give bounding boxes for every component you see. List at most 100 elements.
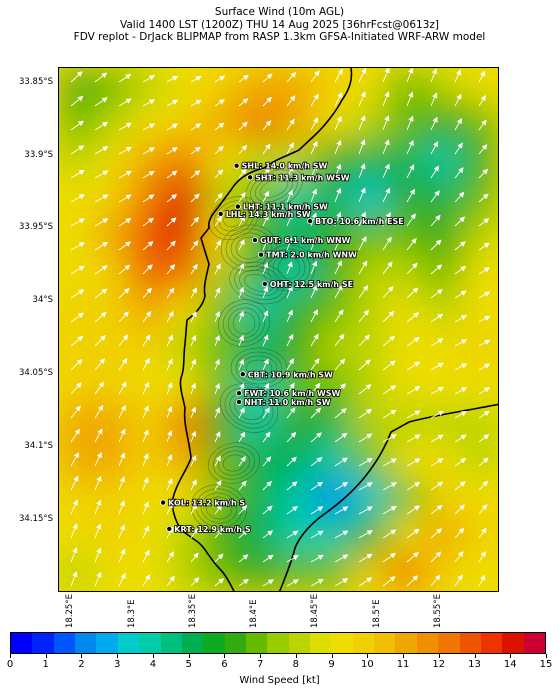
station-krt[interactable]: KRT: 12.9 km/h S [166,524,252,535]
colorbar-tick-label: 10 [360,659,374,670]
field-cell [130,403,172,445]
field-cell [277,141,319,183]
wind-vector-head [193,216,200,223]
field-cell [351,253,392,295]
station-marker[interactable] [160,499,167,506]
wind-vector-head [336,115,342,123]
field-cell [387,253,429,295]
wind-vector-head [241,505,248,511]
colorbar-tick [10,654,11,658]
wind-vector-head [408,115,414,122]
latitude-tick-label: 34°S [32,295,53,306]
wind-vector-head [480,551,486,558]
latitude-tick-label: 34.05°S [19,368,53,379]
wind-vector-head [192,240,199,247]
station-marker[interactable] [239,371,246,378]
station-shl[interactable]: SHL: 14.0 km/h SW [233,161,328,172]
colorbar-segment [117,633,140,653]
wind-vector-head [78,242,85,248]
station-marker[interactable] [234,203,241,210]
station-marker[interactable] [217,210,224,217]
longitude-tick-label: 18.25°E [65,594,76,628]
wind-vector-head [481,144,488,151]
station-kol[interactable]: KOL: 13.2 km/h S [160,498,246,508]
station-cbt[interactable]: CBT: 10.9 km/h SW [239,369,334,380]
wind-vector-head [167,454,173,461]
wind-vector-head [168,334,173,341]
wind-vector-head [434,574,441,581]
colorbar-tick [295,654,297,658]
wind-vector-head [435,239,442,246]
colorbar-tick [403,654,405,658]
station-gut[interactable]: GUT: 6.1 km/h WNW [251,235,351,246]
station-tmt[interactable]: TMT: 2.0 km/h WNW [258,250,358,260]
field-cell [277,178,319,220]
wind-vector-head [125,194,132,200]
wind-vector-head [265,120,272,127]
wind-vector-head [390,409,397,415]
station-marker[interactable] [247,174,254,181]
station-marker[interactable] [307,218,314,225]
wind-vector-head [384,163,390,170]
wind-vector-head [384,91,390,98]
station-marker[interactable] [166,525,173,532]
wind-vector-head [460,290,467,296]
wind-map-panel[interactable]: SHL: 14.0 km/h SW SHT: 11.3 km/h WSW LHT: … [58,67,499,592]
field-cell [424,103,466,145]
wind-vector-head [317,506,324,512]
wind-vector-head [360,211,366,218]
station-lhl[interactable]: LHL: 14.3 km/h SW [217,209,312,220]
wind-vector-head [218,122,225,129]
field-cell [204,68,245,108]
wind-vector-head [167,358,173,365]
field-cell [59,216,98,258]
field-cell [59,291,98,333]
station-marker[interactable] [236,390,243,397]
wind-vector-head [336,139,342,146]
station-oht[interactable]: OHT: 12.5 km/h SE [261,279,354,290]
field-cell [240,553,282,591]
wind-vector-head [191,358,197,365]
station-lht[interactable]: LHT: 11.1 km/h SW [234,202,329,212]
wind-vector-head [336,260,342,267]
station-marker[interactable] [251,237,258,244]
wind-vector-head [312,309,318,316]
wind-vector-head [437,458,444,464]
wind-vector-head [287,261,293,268]
station-sht[interactable]: SHT: 11.3 km/h WSW [247,173,351,183]
wind-vector-head [460,314,467,321]
field-cell [387,68,429,108]
wind-speed-field [59,68,498,591]
latitude-tick-label: 34.15°S [19,514,53,525]
station-marker[interactable] [258,251,265,258]
wind-vector-head [242,578,249,585]
station-nht[interactable]: NHT: 11.0 km/h SW [236,397,332,408]
colorbar-segment [245,633,268,653]
contour-line [235,351,283,385]
wind-vector-head [314,358,320,365]
wind-vector-head [101,72,108,79]
weather-stations[interactable]: SHL: 14.0 km/h SW SHT: 11.3 km/h WSW LHT: … [160,161,405,535]
station-marker[interactable] [233,162,240,169]
wind-vector-head [263,334,269,341]
station-marker[interactable] [236,398,243,405]
wind-vector-head [263,214,269,221]
contour-line [235,236,263,260]
wind-vector-head [167,478,173,485]
wind-vector-head [413,312,420,318]
station-marker[interactable] [261,280,268,287]
wind-vector-head [292,579,299,585]
station-bto[interactable]: BTO: 10.6 km/h ESE [307,216,405,227]
station-fwt[interactable]: FWT: 10.6 km/h WSW [236,388,341,399]
wind-vector-head [96,523,102,530]
wind-vector-head [169,575,175,582]
colorbar-tick [45,654,47,658]
wind-map-svg[interactable]: SHL: 14.0 km/h SW SHT: 11.3 km/h WSW LHT: … [59,68,499,592]
wind-vector-head [389,335,396,342]
wind-vector-head [413,552,419,558]
wind-vector-head [122,334,129,341]
field-cell [387,553,429,591]
field-cell [130,328,172,370]
station-label: SHT: 11.3 km/h WSW [255,173,350,182]
wind-vector-head [144,357,150,365]
